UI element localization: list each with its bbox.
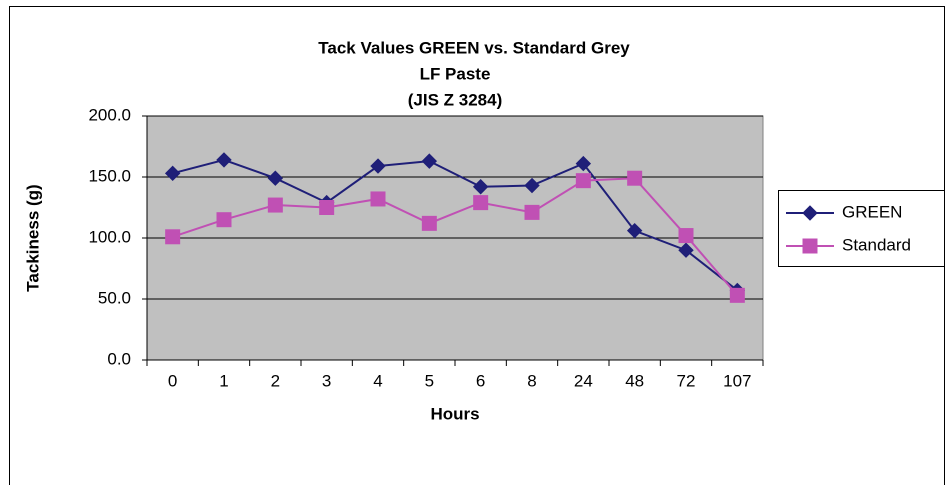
chart-subtitle: (JIS Z 3284) [408,90,503,109]
marker [216,212,232,228]
x-tick-label: 3 [322,371,331,390]
marker [575,173,591,189]
legend-label: Standard [842,235,911,254]
marker [164,165,181,182]
marker [524,204,540,220]
chart-subtitle: LF Paste [420,64,491,83]
marker [319,200,335,215]
marker [626,222,643,239]
marker [802,238,818,254]
marker [370,158,386,174]
y-tick-label: 100.0 [88,227,131,246]
marker [473,195,489,211]
marker [627,170,643,186]
marker [524,177,540,194]
chart-title: Tack Values GREEN vs. Standard Grey [318,38,630,57]
x-tick-label: 107 [723,371,751,390]
marker [421,153,438,169]
x-tick-label: 1 [219,371,228,390]
x-tick-label: 0 [168,371,177,390]
series-line [172,177,739,296]
x-tick-label: 72 [677,371,696,390]
marker [802,205,818,221]
y-tick-label: 50.0 [98,288,131,307]
marker [678,242,694,258]
y-tick-label: 0.0 [107,349,131,368]
marker [472,179,489,195]
marker [165,229,181,245]
y-tick-label: 200.0 [88,105,131,124]
x-tick-label: 5 [425,371,434,390]
marker [678,228,694,244]
legend-label: GREEN [842,202,902,221]
marker [267,170,284,186]
y-axis-label: Tackiness (g) [23,184,42,291]
y-tick-label: 150.0 [88,166,131,185]
marker [729,287,745,303]
x-tick-label: 8 [527,371,536,390]
marker [421,215,437,231]
marker [267,197,283,213]
series-line [172,158,738,292]
x-tick-label: 4 [373,371,382,390]
x-tick-label: 6 [476,371,485,390]
marker [370,191,386,207]
x-tick-label: 48 [625,371,644,390]
legend [778,190,945,267]
marker [216,152,232,168]
x-tick-label: 2 [271,371,280,390]
marker [575,155,592,172]
x-axis-label: Hours [430,404,479,423]
x-tick-label: 24 [574,371,593,390]
